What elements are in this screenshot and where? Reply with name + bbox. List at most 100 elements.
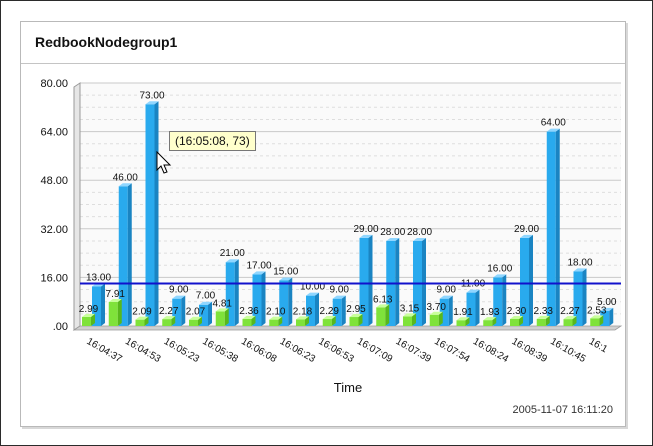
- bar-blue-side: [181, 296, 185, 326]
- data-label-blue: 9.00: [169, 285, 189, 296]
- data-label-green: 2.30: [507, 306, 527, 317]
- bar-green: [216, 311, 225, 326]
- bar-green: [350, 317, 359, 326]
- x-axis-title: Time: [334, 380, 362, 395]
- bar-green: [510, 319, 519, 326]
- bar-blue-side: [583, 268, 587, 326]
- x-tick-label: 16:06:23: [278, 336, 318, 365]
- bar-green: [403, 316, 412, 326]
- x-tick-label: 16:06:08: [239, 336, 279, 365]
- data-label-blue: 64.00: [541, 118, 566, 129]
- bar-green: [590, 318, 599, 326]
- bar-blue-side: [155, 101, 159, 326]
- data-label-green: 2.33: [534, 306, 554, 317]
- data-label-green: 2.53: [587, 305, 607, 316]
- bar-blue-side: [315, 293, 319, 326]
- bar-green: [323, 319, 332, 326]
- data-label-blue: 73.00: [139, 90, 164, 101]
- x-tick-label: 16:07:09: [355, 336, 395, 365]
- bar-blue-side: [476, 290, 480, 326]
- data-label-green: 6.13: [373, 294, 393, 305]
- bar-blue-side: [288, 277, 292, 326]
- bar-green: [537, 319, 546, 326]
- bar-blue-side: [422, 238, 426, 326]
- bar-green: [82, 317, 91, 326]
- data-tooltip: (16:05:08, 73): [169, 131, 256, 151]
- x-tick-label: 16:06:53: [316, 336, 356, 365]
- bar-blue-side: [262, 271, 266, 326]
- data-label-blue: 28.00: [380, 227, 405, 238]
- timestamp-label: 2005-11-07 16:11:20: [512, 404, 613, 416]
- bar-green: [430, 315, 439, 326]
- x-tick-label: 16:1: [587, 336, 610, 355]
- bar-blue-side: [609, 308, 613, 326]
- x-tick-label: 16:05:23: [162, 336, 202, 365]
- data-label-green: 2.10: [266, 307, 286, 318]
- bar-green: [483, 320, 492, 326]
- bar-blue-side: [556, 129, 560, 326]
- data-label-green: 4.81: [213, 298, 233, 309]
- data-label-blue: 18.00: [567, 257, 592, 268]
- data-label-blue: 16.00: [487, 263, 512, 274]
- data-label-green: 3.15: [400, 303, 420, 314]
- y-tick-label: 64.00: [40, 127, 68, 139]
- x-tick-label: 16:07:39: [394, 336, 434, 365]
- bar-green: [376, 307, 385, 326]
- bar-blue-side: [449, 296, 453, 326]
- y-tick-label: 80.00: [40, 78, 68, 90]
- bar-green: [109, 302, 118, 326]
- data-label-green: 1.93: [480, 307, 500, 318]
- bar-green-side: [118, 299, 122, 326]
- data-label-blue: 15.00: [273, 266, 298, 277]
- y-tick-label: .00: [53, 321, 68, 333]
- data-label-green: 2.36: [239, 306, 259, 317]
- data-label-blue: 21.00: [220, 248, 245, 259]
- bar-green: [269, 320, 278, 326]
- x-tick-label: 16:04:37: [85, 336, 125, 365]
- data-label-blue: 17.00: [246, 260, 271, 271]
- bar-green: [243, 319, 252, 326]
- data-label-green: 2.09: [132, 307, 152, 318]
- data-label-green: 7.91: [106, 289, 126, 300]
- bar-blue-side: [235, 259, 239, 326]
- bar-blue-side: [128, 183, 132, 326]
- data-label-blue: 13.00: [86, 273, 111, 284]
- bar-green: [189, 320, 198, 326]
- data-label-green: 2.29: [320, 306, 340, 317]
- data-label-blue: 29.00: [353, 224, 378, 235]
- x-tick-label: 16:04:53: [123, 336, 163, 365]
- bar-green-side: [385, 304, 389, 326]
- x-tick-label: 16:08:24: [471, 336, 511, 365]
- data-label-green: 2.27: [159, 306, 179, 317]
- chart-floor: [74, 326, 621, 330]
- bar-blue-side: [502, 274, 506, 326]
- data-label-blue: 29.00: [514, 224, 539, 235]
- y-tick-label: 48.00: [40, 175, 68, 187]
- bar-green: [136, 320, 145, 326]
- bar-blue: [146, 104, 155, 326]
- x-tick-label: 16:07:54: [432, 336, 472, 365]
- y-tick-label: 32.00: [40, 224, 68, 236]
- bar-green: [296, 319, 305, 326]
- data-label-green: 2.95: [346, 304, 366, 315]
- bar-green: [162, 319, 171, 326]
- x-tick-label: 16:05:38: [200, 336, 240, 365]
- bar-blue-side: [208, 302, 212, 326]
- data-label-green: 2.07: [186, 307, 206, 318]
- bar-blue-side: [529, 235, 533, 326]
- data-label-green: 2.27: [560, 306, 580, 317]
- data-label-blue: 28.00: [407, 227, 432, 238]
- bar-green: [564, 319, 573, 326]
- axis-wall: [74, 83, 80, 330]
- data-label-blue: 9.00: [437, 285, 457, 296]
- data-label-blue: 46.00: [113, 172, 138, 183]
- bar-green: [457, 320, 466, 326]
- data-label-green: 2.99: [79, 304, 99, 315]
- bar-blue-side: [342, 296, 346, 326]
- y-tick-label: 16.00: [40, 272, 68, 284]
- bar-green-side: [225, 308, 229, 326]
- bar-blue-side: [395, 238, 399, 326]
- bar-blue-side: [369, 235, 373, 326]
- data-label-blue: 9.00: [330, 285, 350, 296]
